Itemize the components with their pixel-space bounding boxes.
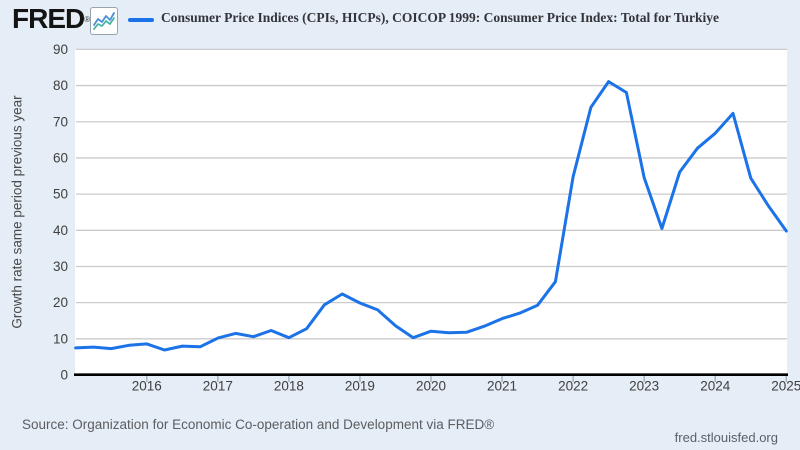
plot-background	[75, 49, 787, 376]
x-tick-label: 2024	[700, 379, 731, 394]
y-tick-label: 90	[53, 42, 68, 57]
y-tick-label: 50	[53, 187, 68, 202]
y-tick-label: 0	[60, 368, 68, 383]
source-attribution: Source: Organization for Economic Co-ope…	[22, 417, 495, 432]
x-tick-label: 2022	[558, 379, 588, 394]
fred-wordmark: FRED	[12, 3, 85, 34]
y-tick-label: 30	[53, 259, 68, 274]
registered-trademark: ®	[84, 15, 91, 24]
fred-logo[interactable]: FRED®	[12, 3, 118, 35]
x-tick-label: 2021	[487, 379, 517, 394]
x-tick-label: 2025	[771, 379, 800, 394]
y-tick-label: 80	[53, 78, 68, 93]
y-tick-label: 10	[53, 331, 68, 346]
series-line-marker	[128, 18, 154, 22]
cpi-turkiye-data-line[interactable]	[74, 80, 788, 352]
x-tick-label: 2018	[274, 379, 304, 394]
x-tick-label: 2019	[345, 379, 375, 394]
y-tick-label: 60	[53, 150, 68, 165]
sparkline-chart-icon	[90, 7, 118, 35]
x-tick-label: 2023	[629, 379, 659, 394]
fred-site-link[interactable]: fred.stlouisfed.org	[674, 430, 778, 445]
y-tick-label: 40	[53, 223, 68, 238]
x-tick-label: 2016	[132, 379, 162, 394]
x-tick-label: 2017	[203, 379, 233, 394]
x-tick-label: 2020	[416, 379, 446, 394]
y-tick-label: 20	[53, 295, 68, 310]
y-tick-label: 70	[53, 114, 68, 129]
series-title: Consumer Price Indices (CPIs, HICPs), CO…	[161, 10, 720, 25]
